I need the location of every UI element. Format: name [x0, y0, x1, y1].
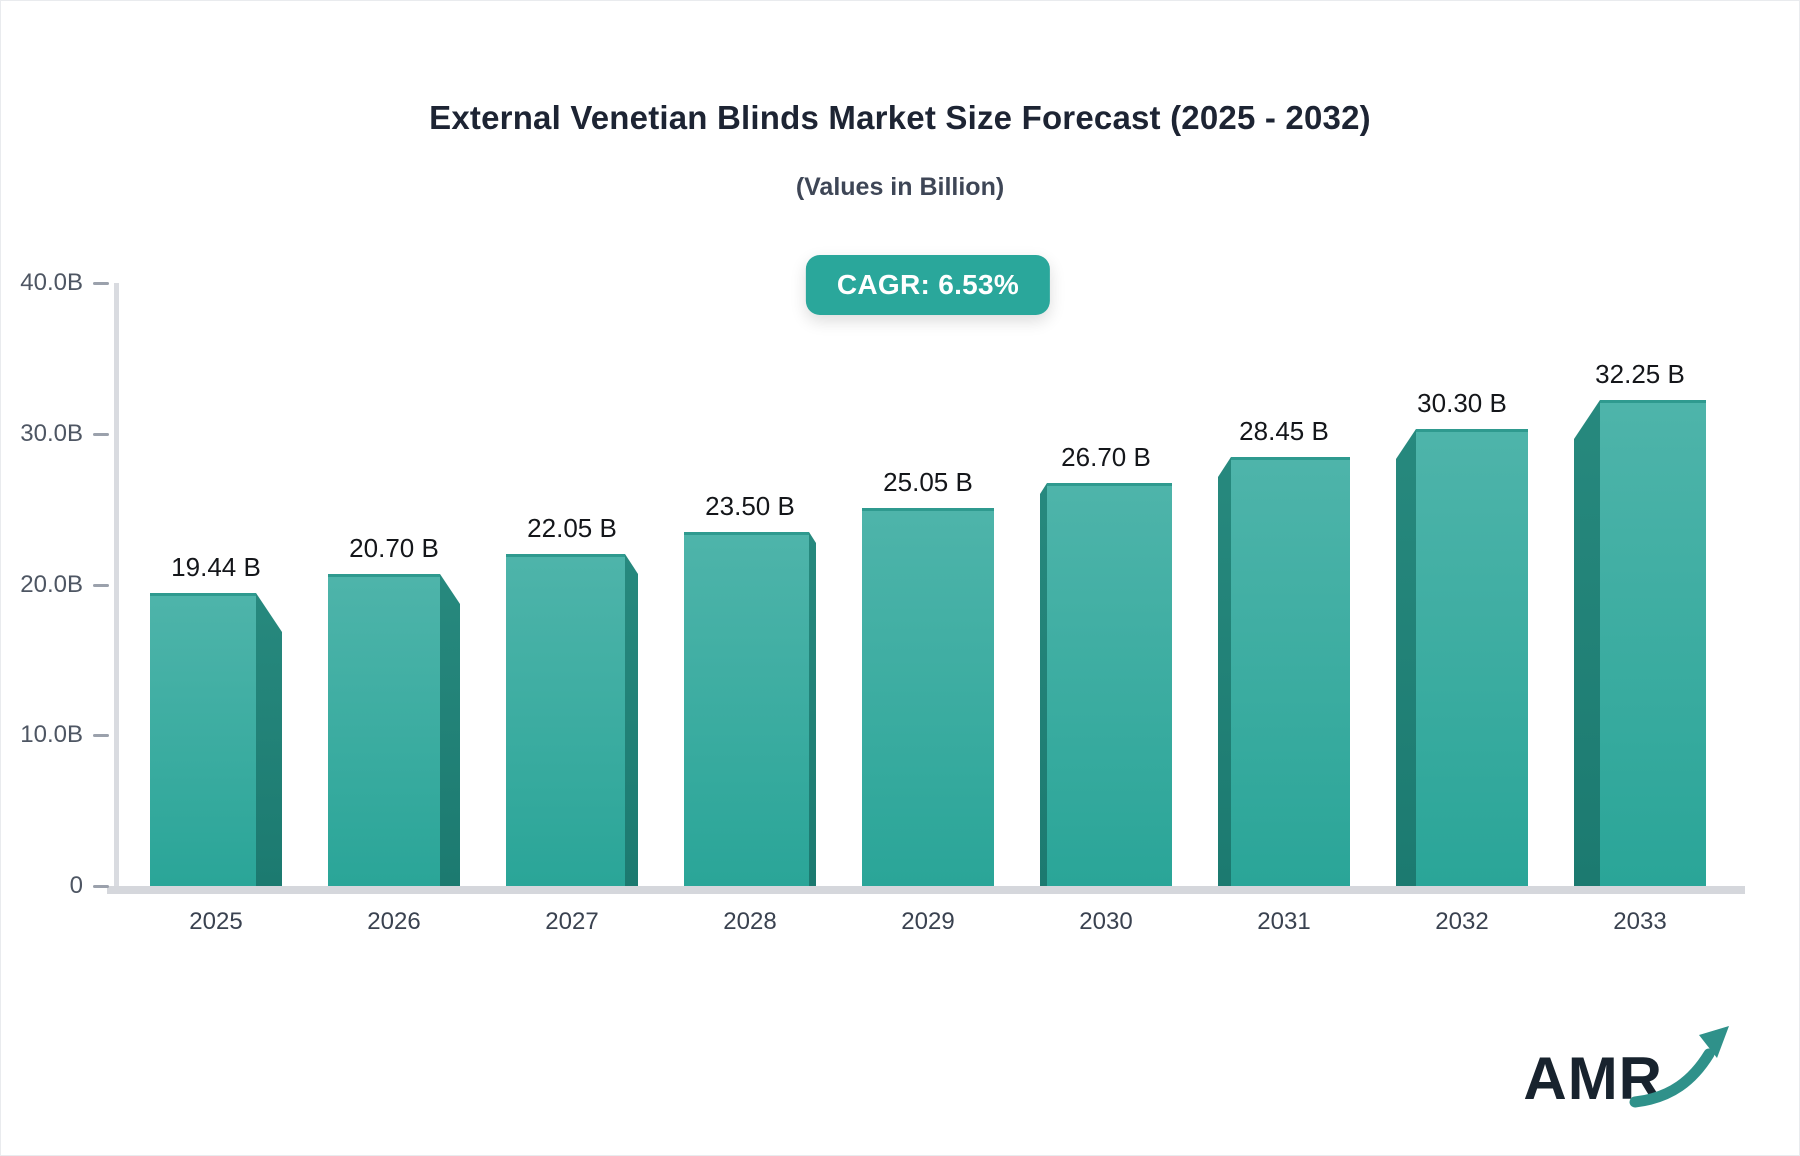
- bar-3d-side-face: [1040, 483, 1047, 886]
- y-tick-label-10.0B: 10.0B: [20, 721, 83, 749]
- growth-arrow-icon: [1629, 1022, 1741, 1115]
- bar-front-face: [1047, 483, 1172, 886]
- plot-area: 19.44 B 20.70 B 22.05 B 23.50 B 25.05 B 26.70…: [119, 283, 1743, 886]
- bar-front-face: [150, 593, 256, 886]
- y-tick-label-40.0B: 40.0B: [20, 269, 83, 296]
- bar-front-face: [506, 554, 625, 886]
- bar-value-label-2033: 32.25 B: [1595, 359, 1685, 389]
- chart-subtitle: (Values in Billion): [795, 173, 1005, 201]
- bar-value-label-2031: 28.45 B: [1239, 416, 1329, 446]
- bar-value-label-2026: 20.70 B: [349, 533, 439, 563]
- x-tick-label-2026: 2026: [367, 908, 421, 935]
- x-tick-label-2032: 2032: [1435, 908, 1489, 935]
- bar-2031: [1218, 457, 1350, 886]
- bar-2030: [1040, 483, 1172, 886]
- bar-2026: [328, 574, 460, 886]
- y-axis-line: [114, 283, 119, 886]
- y-tick-mark: [93, 583, 109, 587]
- bar-3d-side-face: [256, 593, 282, 886]
- bar-front-face: [684, 532, 809, 886]
- y-tick-mark: [93, 885, 109, 888]
- bar-3d-side-face: [1396, 429, 1416, 886]
- bar-2033: [1574, 400, 1706, 886]
- bar-front-face: [1231, 457, 1350, 886]
- x-tick-label-2028: 2028: [723, 908, 777, 935]
- bar-2027: [506, 554, 638, 886]
- bar-2025: [150, 593, 282, 886]
- bar-value-label-2025: 19.44 B: [171, 552, 261, 582]
- x-tick-label-2030: 2030: [1079, 908, 1133, 935]
- bar-value-label-2027: 22.05 B: [527, 513, 617, 543]
- x-tick-label-2025: 2025: [189, 908, 243, 935]
- chart-title: External Venetian Blinds Market Size For…: [429, 99, 1371, 136]
- bar-value-label-2028: 23.50 B: [705, 491, 795, 521]
- y-tick-mark: [93, 734, 109, 738]
- bar-front-face: [328, 574, 440, 886]
- bar-2032: [1396, 429, 1528, 886]
- bar-3d-side-face: [809, 532, 816, 886]
- bar-3d-side-face: [625, 554, 638, 886]
- bar-2028: [684, 532, 816, 886]
- amr-logo: AMR: [1523, 1026, 1741, 1115]
- bar-value-label-2030: 26.70 B: [1061, 442, 1151, 472]
- x-tick-label-2029: 2029: [901, 908, 955, 935]
- bar-front-face: [862, 508, 994, 886]
- bar-3d-side-face: [1218, 457, 1231, 886]
- x-tick-label-2033: 2033: [1613, 908, 1667, 935]
- bar-2029: [862, 508, 994, 886]
- y-tick-label-20.0B: 20.0B: [20, 570, 83, 598]
- y-tick-mark: [93, 432, 109, 436]
- x-tick-label-2031: 2031: [1257, 908, 1311, 935]
- bar-value-label-2029: 25.05 B: [883, 467, 973, 497]
- y-tick-label-30.0B: 30.0B: [20, 419, 83, 447]
- cagr-badge: CAGR: 6.53%: [805, 255, 1051, 315]
- bar-value-label-2032: 30.30 B: [1417, 388, 1507, 418]
- y-tick-mark: [93, 282, 109, 285]
- bar-3d-side-face: [440, 574, 460, 886]
- x-axis-baseline: [107, 886, 1745, 894]
- bar-3d-side-face: [1574, 400, 1600, 886]
- bar-front-face: [1416, 429, 1528, 886]
- y-tick-label-0: 0: [69, 872, 83, 899]
- x-tick-label-2027: 2027: [545, 908, 599, 935]
- bar-front-face: [1600, 400, 1706, 886]
